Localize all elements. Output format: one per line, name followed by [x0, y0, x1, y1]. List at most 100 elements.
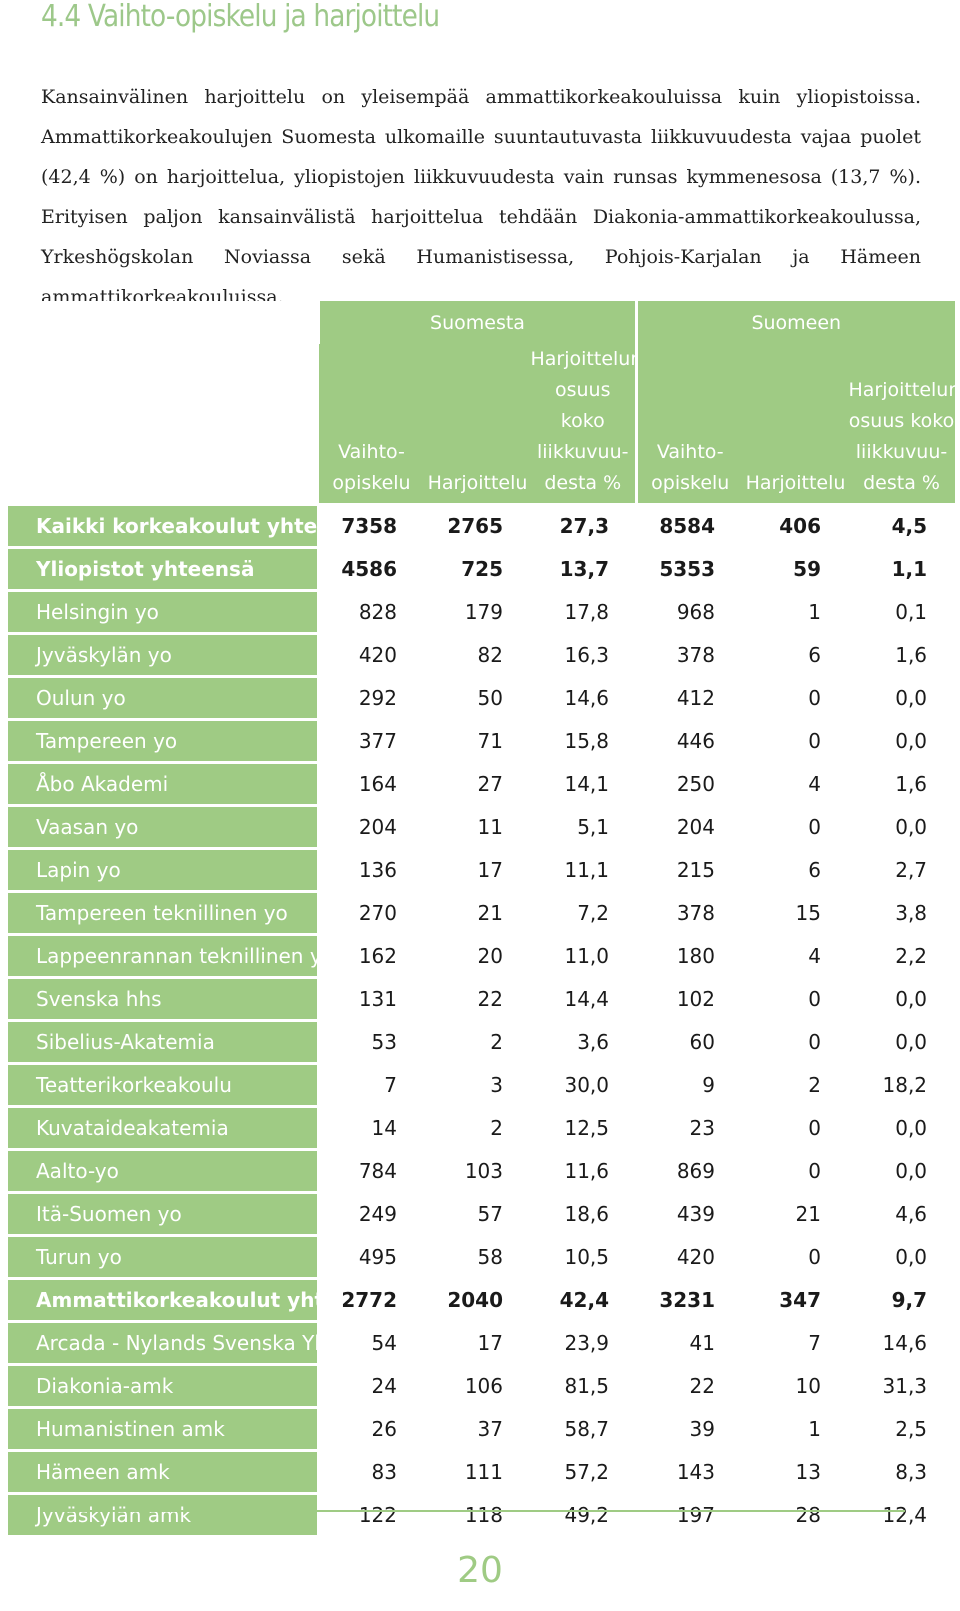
cell-a1: 7358	[317, 503, 426, 549]
row-label: Lappeenrannan teknillinen yo	[5, 933, 320, 979]
cell-b1: 446	[635, 718, 744, 764]
cell-b2: 0	[741, 1148, 850, 1194]
group-header-suomeen: Suomeen	[634, 301, 955, 344]
cell-a3: 15,8	[529, 718, 638, 764]
row-label: Teatterikorkeakoulu	[5, 1062, 320, 1108]
cell-b3: 18,2	[846, 1062, 957, 1108]
table-row: Itä-Suomen yo 249 57 18,6 439 21 4,6	[5, 1191, 957, 1237]
table-row: Oulun yo 292 50 14,6 412 0 0,0	[5, 675, 957, 721]
cell-b2: 6	[741, 847, 850, 893]
cell-b2: 4	[741, 761, 850, 807]
cell-a1: 784	[317, 1148, 426, 1194]
cell-a1: 131	[317, 976, 426, 1022]
cell-b1: 197	[635, 1492, 744, 1538]
cell-a2: 106	[423, 1363, 532, 1409]
table-row: Jyväskylän yo 420 82 16,3 378 6 1,6	[5, 632, 957, 678]
row-label: Lapin yo	[5, 847, 320, 893]
table-row: Ammattikorkeakoulut yhteensä2772204042,4…	[5, 1277, 957, 1323]
group-header-suomesta: Suomesta	[317, 301, 637, 344]
table-row: Lapin yo 136 17 11,1 215 6 2,7	[5, 847, 957, 893]
cell-b2: 0	[741, 675, 850, 721]
row-label: Svenska hhs	[5, 976, 320, 1022]
row-label: Ammattikorkeakoulut yhteensä	[5, 1277, 320, 1323]
row-label: Arcada - Nylands Svenska Yhs	[5, 1320, 320, 1366]
cell-b1: 9	[635, 1062, 744, 1108]
row-label: Aalto-yo	[5, 1148, 320, 1194]
cell-a2: 27	[423, 761, 532, 807]
cell-a1: 136	[317, 847, 426, 893]
cell-b3: 1,1	[846, 546, 957, 592]
cell-a2: 103	[423, 1148, 532, 1194]
cell-b1: 102	[635, 976, 744, 1022]
row-label: Jyväskylän yo	[5, 632, 320, 678]
table-row: Åbo Akademi 164 27 14,1 250 4 1,6	[5, 761, 957, 807]
cell-b1: 39	[635, 1406, 744, 1452]
cell-b1: 439	[635, 1191, 744, 1237]
table-row: Svenska hhs 131 22 14,4 102 0 0,0	[5, 976, 957, 1022]
cell-a3: 14,6	[529, 675, 638, 721]
row-label: Oulun yo	[5, 675, 320, 721]
cell-b3: 2,7	[846, 847, 957, 893]
cell-b1: 250	[635, 761, 744, 807]
row-label: Sibelius-Akatemia	[5, 1019, 320, 1065]
cell-a2: 17	[423, 847, 532, 893]
cell-b2: 4	[741, 933, 850, 979]
table-row: Jyväskylän amk 122 118 49,2 197 28 12,4	[5, 1492, 957, 1538]
table-row: Yliopistot yhteensä 4586 725 13,7 5353 59 1,1	[5, 546, 957, 592]
cell-b2: 1	[741, 589, 850, 635]
table-row: Tampereen teknillinen yo 270 21 7,2 378 15 3,8	[5, 890, 957, 936]
row-label: Diakonia-amk	[5, 1363, 320, 1409]
cell-a2: 725	[423, 546, 532, 592]
cell-b1: 22	[635, 1363, 744, 1409]
row-label: Kaikki korkeakoulut yhteensä	[5, 503, 320, 549]
cell-b1: 968	[635, 589, 744, 635]
table-row: Humanistinen amk 26 37 58,7 39 1 2,5	[5, 1406, 957, 1452]
cell-b3: 0,0	[846, 675, 957, 721]
cell-a1: 828	[317, 589, 426, 635]
table-row: Vaasan yo 204 11 5,1 204 0 0,0	[5, 804, 957, 850]
footer-divider	[41, 1510, 905, 1512]
cell-a1: 14	[317, 1105, 426, 1151]
row-label: Åbo Akademi	[5, 761, 320, 807]
cell-a2: 2765	[423, 503, 532, 549]
cell-a2: 179	[423, 589, 532, 635]
cell-b1: 378	[635, 890, 744, 936]
page-heading: 4.4 Vaihto-opiskelu ja harjoittelu	[41, 0, 440, 34]
cell-b1: 143	[635, 1449, 744, 1495]
cell-b3: 4,6	[846, 1191, 957, 1237]
cell-a3: 11,1	[529, 847, 638, 893]
cell-a3: 30,0	[529, 1062, 638, 1108]
cell-b3: 2,2	[846, 933, 957, 979]
intro-paragraph: Kansainvälinen harjoittelu on yleisempää…	[41, 86, 921, 308]
row-label: Tampereen teknillinen yo	[5, 890, 320, 936]
cell-b3: 8,3	[846, 1449, 957, 1495]
cell-a2: 82	[423, 632, 532, 678]
cell-a3: 81,5	[529, 1363, 638, 1409]
cell-a1: 2772	[317, 1277, 426, 1323]
cell-a2: 11	[423, 804, 532, 850]
row-label: Itä-Suomen yo	[5, 1191, 320, 1237]
cell-b1: 5353	[635, 546, 744, 592]
cell-a3: 18,6	[529, 1191, 638, 1237]
cell-a2: 71	[423, 718, 532, 764]
cell-b2: 13	[741, 1449, 850, 1495]
row-label: Turun yo	[5, 1234, 320, 1280]
cell-a1: 24	[317, 1363, 426, 1409]
cell-b1: 378	[635, 632, 744, 678]
cell-b3: 12,4	[846, 1492, 957, 1538]
cell-a1: 7	[317, 1062, 426, 1108]
cell-a1: 54	[317, 1320, 426, 1366]
table-row: Tampereen yo 377 71 15,8 446 0 0,0	[5, 718, 957, 764]
cell-a3: 49,2	[529, 1492, 638, 1538]
cell-a2: 50	[423, 675, 532, 721]
page-number: 20	[457, 1550, 503, 1591]
table-row: Kaikki korkeakoulut yhteensä7358276527,3…	[5, 503, 957, 549]
cell-a3: 57,2	[529, 1449, 638, 1495]
cell-a1: 377	[317, 718, 426, 764]
cell-b1: 204	[635, 804, 744, 850]
cell-b1: 869	[635, 1148, 744, 1194]
cell-a3: 5,1	[529, 804, 638, 850]
cell-b2: 59	[741, 546, 850, 592]
cell-b3: 0,0	[846, 1148, 957, 1194]
cell-b3: 3,8	[846, 890, 957, 936]
